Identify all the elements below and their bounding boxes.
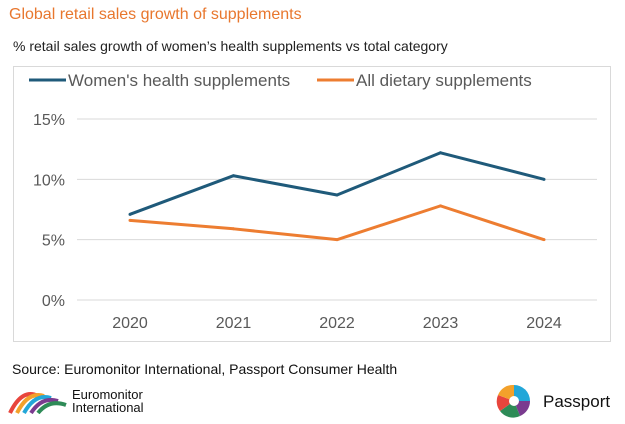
data-point — [439, 151, 442, 155]
euromonitor-brand-line1: Euromonitor — [72, 387, 143, 402]
y-tick-label: 10% — [33, 172, 65, 189]
passport-brand: Passport — [543, 392, 611, 411]
data-point — [335, 238, 339, 242]
passport-logo-icon — [494, 383, 534, 424]
y-tick-label: 0% — [42, 293, 65, 310]
x-tick-label: 2023 — [423, 315, 459, 332]
euromonitor-brand-line2: International — [72, 400, 144, 415]
legend-label: Women's health supplements — [68, 71, 290, 90]
data-point — [128, 212, 132, 216]
source-note: Source: Euromonitor International, Passp… — [12, 361, 398, 377]
x-tick-label: 2020 — [112, 315, 148, 332]
data-point — [128, 218, 132, 222]
x-tick-label: 2024 — [526, 315, 562, 332]
x-tick-label: 2022 — [319, 315, 355, 332]
chart-frame: 0% 5% 10% 15% 2020 2021 2022 2023 2024 Women's he… — [13, 66, 611, 342]
euromonitor-logo-icon — [8, 386, 70, 419]
y-tick-label: 5% — [42, 233, 65, 250]
x-tick-label: 2021 — [216, 315, 252, 332]
euromonitor-brand: Euromonitor International — [72, 388, 144, 414]
chart-subtitle: % retail sales growth of women’s health … — [13, 38, 448, 54]
data-point — [439, 204, 442, 208]
data-point — [335, 193, 339, 197]
data-point — [542, 177, 546, 181]
line-chart: 0% 5% 10% 15% 2020 2021 2022 2023 2024 Women's he… — [29, 71, 597, 332]
legend-label: All dietary supplements — [356, 71, 532, 90]
data-point — [232, 227, 235, 231]
data-point — [542, 238, 546, 242]
y-tick-label: 15% — [33, 112, 65, 129]
series-line-womens-health — [129, 151, 545, 216]
data-point — [232, 174, 235, 178]
series-line-all-dietary — [129, 204, 545, 242]
chart-title: Global retail sales growth of supplement… — [9, 6, 302, 23]
